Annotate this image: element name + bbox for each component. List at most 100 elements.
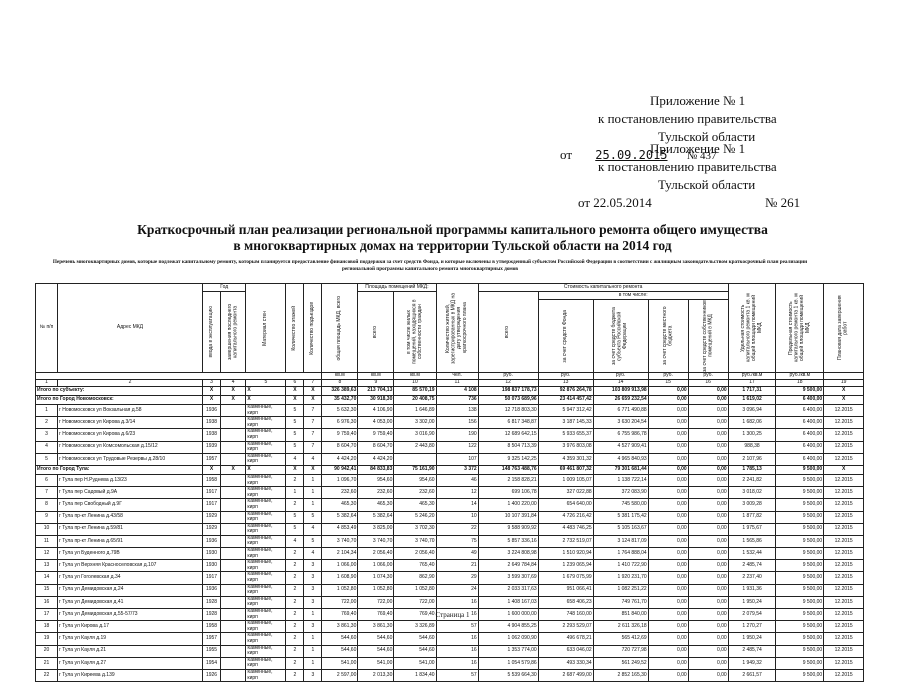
cell: X [823,386,865,396]
cell: Каменные, кирп [245,428,287,442]
house-row: 18 г Тула ул Кирова д.17 1958 Каменные, кир… [35,620,865,634]
cell: 4 [285,534,305,549]
cell: 3 326,89 [393,620,437,634]
row-number: 4 [35,440,58,454]
cell: 35 432,70 [321,395,359,405]
unit-cell [34,372,323,380]
cell: 1 [303,486,323,500]
cell: 9 500,00 [775,620,825,634]
header-cell: Количество этажей [285,283,305,373]
cell: 544,60 [321,644,359,658]
cell: 1 [303,498,323,512]
appendix-line: Тульской области [658,129,756,144]
cell: 0,00 [647,498,689,512]
cell: 1 009 105,07 [537,473,594,488]
unit-cell: руб. [592,372,649,380]
cell: X [219,395,247,405]
cell: 12.2015 [823,583,865,597]
column-number: 11 [435,379,479,387]
cell: 4 424,20 [357,452,395,466]
cell: 3 630 204,54 [592,416,649,430]
address: г Тула ул Демидовская д.24 [57,583,203,597]
row-number: 13 [35,559,58,573]
cell: 2 [285,559,305,573]
cell: 699 106,78 [477,486,539,500]
cell: 765,40 [393,559,437,573]
cell: 1 096,70 [321,473,359,488]
cell [219,632,247,646]
cell: 85 570,19 [393,386,437,396]
address: г Тула пр-кт Ленина д.43/58 [57,510,203,524]
cell: 12.2015 [823,452,865,466]
cell: 2 443,80 [393,440,437,454]
address: г Тула ул Кауля д.21 [57,644,203,658]
cell: 9 759,40 [357,428,395,442]
appendix-line: Тульской области [658,177,756,192]
cell: 1955 [202,644,221,658]
cell: 4 359 301,32 [537,452,594,466]
cell: 2 [285,632,305,646]
document: Приложение № 1 к постановлению правитель… [34,93,865,682]
header-text: за счет средств бюджета субъекта Российс… [611,307,629,365]
cell: 3 016,90 [393,428,437,442]
plan-table: № п/п Адрес МКД Год Материал стен Количе… [34,283,865,682]
cell: 3 825,00 [357,522,395,536]
cell: 736 [435,395,479,405]
cell: 1 [303,632,323,646]
cell: 0,00 [687,559,729,573]
unit-cell: руб./кв.м [727,372,777,380]
cell: 6 400,00 [775,428,825,442]
cell: Каменные, кирп [245,498,287,512]
cell: 12 718 803,30 [477,403,539,418]
cell: 23 414 457,42 [537,395,594,405]
cell: 5 [285,416,305,430]
cell: 1 931,36 [727,583,777,597]
header-text: Количество этажей [291,305,298,351]
house-row: 20 г Тула ул Кауля д.21 1955 Каменные, кирп… [35,644,865,658]
cell: 541,00 [321,656,359,670]
column-number: 6 [285,379,305,387]
cell: 5 [303,534,323,549]
cell: 9 500,00 [775,510,825,524]
cell [219,656,247,670]
cell: 9 500,00 [775,559,825,573]
cell: 16 [435,607,479,622]
cell [219,595,247,610]
cell: 2 107,96 [727,452,777,466]
cell: 5 539 664,30 [477,668,539,682]
cell: 1 062 090,90 [477,632,539,646]
cell: 9 588 909,92 [477,522,539,536]
header-text: Количество подъездов [309,301,316,355]
cell: 1917 [202,486,221,500]
cell: 12.2015 [823,416,865,430]
cell: 2 [285,644,305,658]
cell: 0,00 [647,395,689,405]
column-number: 8 [321,379,359,387]
cell: 0,00 [647,547,689,561]
cell: 9 500,00 [775,473,825,488]
cell: 12.2015 [823,534,865,549]
cell: 12.2015 [823,486,865,500]
cell: 3 224 808,98 [477,547,539,561]
cell: Каменные, кирп [245,595,287,610]
column-number: 16 [687,379,729,387]
cell: 6 400,00 [775,416,825,430]
cell [219,668,247,682]
address: г Тула ул Кауля д.19 [57,632,203,646]
cell: 12.2015 [823,632,865,646]
cell: 745 580,00 [592,498,649,512]
cell: 3 372 [435,464,479,475]
cell: 1929 [202,510,221,524]
cell: 156 [435,416,479,430]
row-number: 11 [35,534,58,549]
cell: 4 [303,547,323,561]
cell: 1936 [202,403,221,418]
cell: 1 082 251,22 [592,583,649,597]
column-number: 7 [303,379,323,387]
cell: 4 965 840,93 [592,452,649,466]
cell: 2 [285,620,305,634]
column-number: 2 [57,379,203,387]
cell: 1 054 579,86 [477,656,539,670]
